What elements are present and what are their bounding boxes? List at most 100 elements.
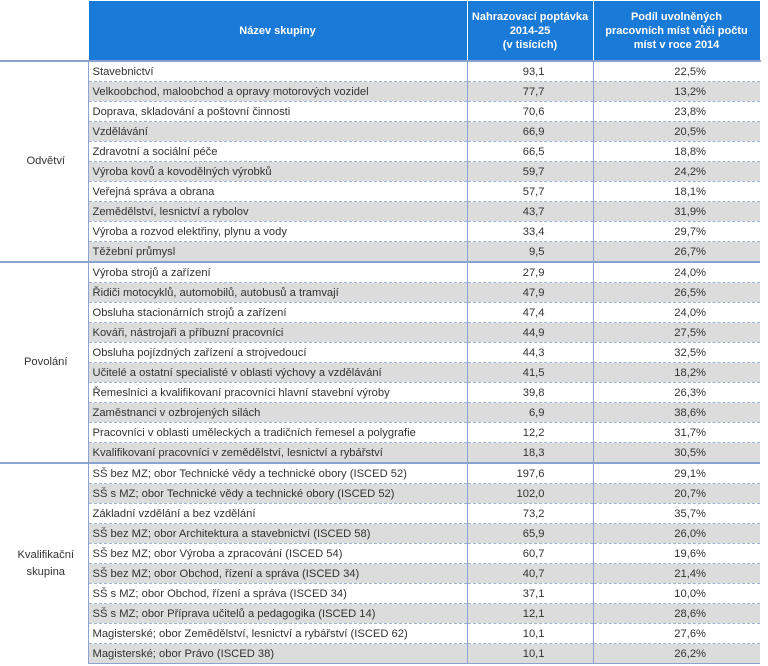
row-value: 65,9 [467,523,594,544]
row-share: 18,8% [593,141,760,162]
row-share: 27,6% [593,623,760,644]
row-value: 27,9 [467,261,594,283]
row-value: 73,2 [467,503,594,524]
row-name: Základní vzdělání a bez vzdělání [88,503,468,524]
table-row: SŠ s MZ; obor Příprava učitelů a pedagog… [0,603,760,624]
group-label: Kvalifikační skupina [0,462,89,664]
row-value: 93,1 [467,60,594,82]
row-share: 18,2% [593,362,760,383]
row-share: 26,5% [593,282,760,303]
group-label: Povolání [0,261,89,463]
row-value: 40,7 [467,563,594,584]
row-value: 43,7 [467,201,594,222]
table-row: Výroba a rozvod elektřiny, plynu a vody 3… [0,221,760,242]
row-name: Zdravotní a sociální péče [88,141,468,162]
row-share: 29,1% [593,462,760,484]
table-row: Zemědělství, lesnictví a rybolov 43,7 31,9… [0,201,760,222]
row-value: 18,3 [467,442,594,464]
table-row: Řidiči motocyklů, automobilů, autobusů a… [0,282,760,303]
table-row: SŠ s MZ; obor Technické vědy a technické… [0,483,760,504]
table-row: Těžební průmysl 9,5 26,7% [0,241,760,263]
row-value: 102,0 [467,483,594,504]
row-value: 10,1 [467,643,594,664]
table-row: Povolání Výroba strojů a zařízení 27,9 24,0… [0,261,760,463]
header-line: 2014-25 [509,24,551,37]
row-name: Výroba strojů a zařízení [88,261,468,283]
row-name: Magisterské; obor Zemědělství, lesnictví… [88,623,468,644]
row-share: 29,7% [593,221,760,242]
row-name: SŠ bez MZ; obor Technické vědy a technic… [88,462,468,484]
row-name: Pracovníci v oblasti uměleckých a tradič… [88,422,468,443]
row-value: 37,1 [467,583,594,604]
row-share: 38,6% [593,402,760,423]
row-value: 10,1 [467,623,594,644]
row-name: Řemeslníci a kvalifikovaní pracovníci hl… [88,382,468,403]
table-row: Obsluha stacionárních strojů a zařízení 4… [0,302,760,323]
row-value: 33,4 [467,221,594,242]
row-share: 21,4% [593,563,760,584]
row-value: 39,8 [467,382,594,403]
header-line: míst v roce 2014 [633,38,720,51]
table-row: SŠ bez MZ; obor Obchod, řízení a správa … [0,563,760,584]
row-value: 9,5 [467,241,594,263]
row-share: 26,7% [593,241,760,263]
row-share: 24,2% [593,161,760,182]
row-share: 30,5% [593,442,760,464]
row-name: Velkoobchod, maloobchod a opravy motorov… [88,81,468,102]
table-row: Magisterské; obor Právo (ISCED 38) 10,1 26… [0,643,760,664]
row-name: Zemědělství, lesnictví a rybolov [88,201,468,222]
row-value: 66,9 [467,121,594,142]
row-value: 197,6 [467,462,594,484]
table-row: Pracovníci v oblasti uměleckých a tradič… [0,422,760,443]
row-name: SŠ bez MZ; obor Architektura a stavebnic… [88,523,468,544]
table-row: Řemeslníci a kvalifikovaní pracovníci hl… [0,382,760,403]
row-name: SŠ s MZ; obor Příprava učitelů a pedagog… [88,603,468,624]
header-line: Nahrazovací poptávka [471,10,589,23]
row-name: Kováři, nástrojaři a příbuzní pracovníci [88,322,468,343]
row-name: Těžební průmysl [88,241,468,263]
header-line: (v tisících) [502,38,558,51]
row-share: 27,5% [593,322,760,343]
row-value: 77,7 [467,81,594,102]
row-share: 20,5% [593,121,760,142]
table-row: SŠ s MZ; obor Obchod, řízení a správa (I… [0,583,760,604]
row-value: 57,7 [467,181,594,202]
row-name: Magisterské; obor Právo (ISCED 38) [88,643,468,664]
row-value: 47,9 [467,282,594,303]
table-row: SŠ bez MZ; obor Architektura a stavebnic… [0,523,760,544]
table-row: Základní vzdělání a bez vzdělání 73,2 35,7… [0,503,760,524]
table-body: Odvětví Stavebnictví 93,1 22,5% Velkoobchod,… [0,60,760,664]
table-row: Obsluha pojízdných zařízení a strojvedou… [0,342,760,363]
row-share: 26,2% [593,643,760,664]
table-row: Zaměstnanci v ozbrojených silách 6,9 38,6% [0,402,760,423]
row-name: Kvalifikovaní pracovníci v zemědělství, … [88,442,468,464]
row-share: 26,0% [593,523,760,544]
header-line: Podíl uvolněných [630,10,723,23]
row-share: 28,6% [593,603,760,624]
row-name: SŠ bez MZ; obor Obchod, řízení a správa … [88,563,468,584]
row-value: 44,9 [467,322,594,343]
row-share: 26,3% [593,382,760,403]
row-share: 10,0% [593,583,760,604]
row-share: 35,7% [593,503,760,524]
row-share: 13,2% [593,81,760,102]
row-value: 59,7 [467,161,594,182]
table-row: Kováři, nástrojaři a příbuzní pracovníci… [0,322,760,343]
row-name: SŠ s MZ; obor Obchod, řízení a správa (I… [88,583,468,604]
row-share: 18,1% [593,181,760,202]
row-share: 24,0% [593,302,760,323]
row-share: 22,5% [593,60,760,82]
row-share: 31,9% [593,201,760,222]
table-row: Velkoobchod, maloobchod a opravy motorov… [0,81,760,102]
row-name: Výroba a rozvod elektřiny, plynu a vody [88,221,468,242]
row-value: 12,1 [467,603,594,624]
row-share: 24,0% [593,261,760,283]
row-name: SŠ bez MZ; obor Výroba a zpracování (ISC… [88,543,468,564]
row-name: Obsluha stacionárních strojů a zařízení [88,302,468,323]
row-name: Obsluha pojízdných zařízení a strojvedou… [88,342,468,363]
header-row: Název skupiny Nahrazovací poptávka 2014-… [0,0,761,62]
row-name: Zaměstnanci v ozbrojených silách [88,402,468,423]
row-name: Výroba kovů a kovodělných výrobků [88,161,468,182]
header-replacement-demand: Nahrazovací poptávka 2014-25 (v tisících… [466,0,594,62]
